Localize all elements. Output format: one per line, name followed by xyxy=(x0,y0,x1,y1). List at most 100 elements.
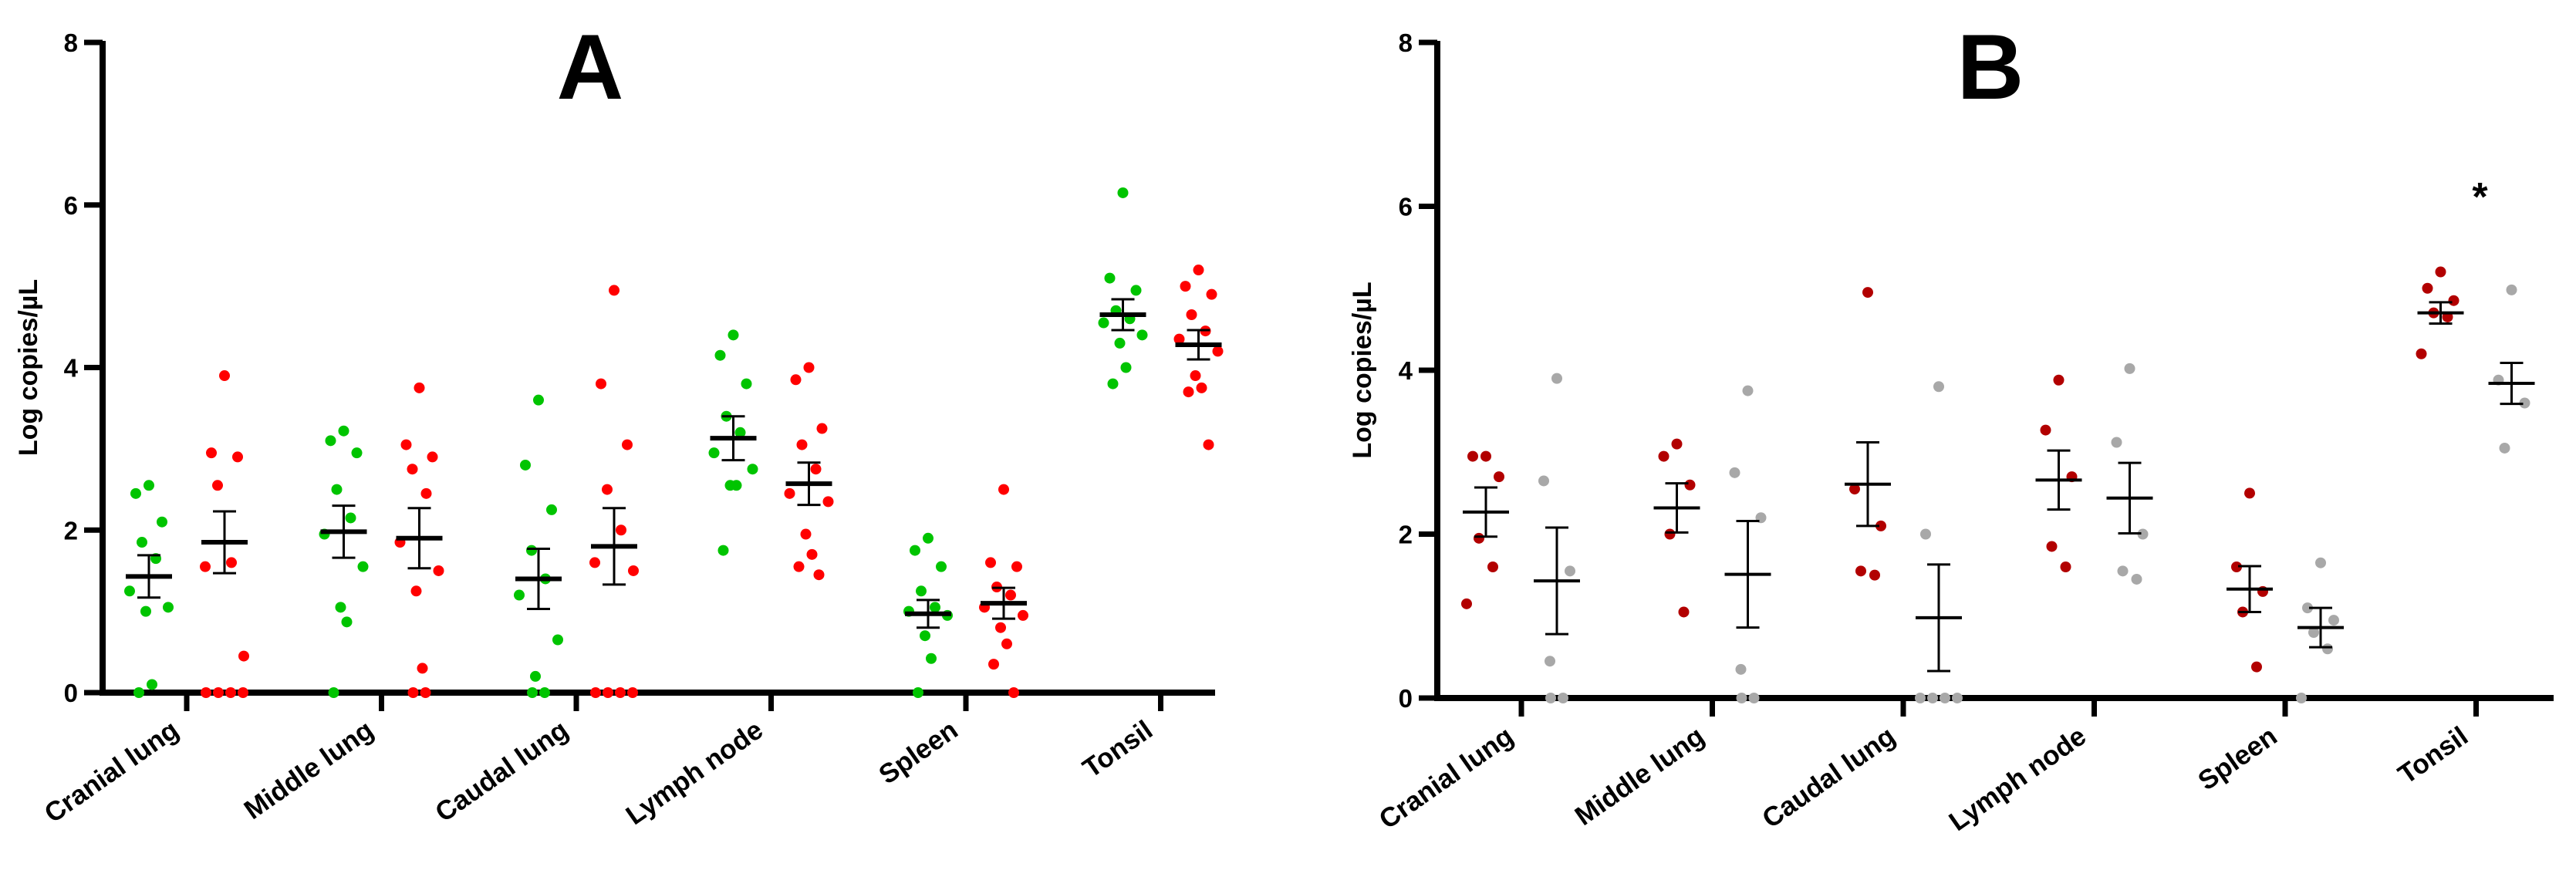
data-point xyxy=(530,670,541,682)
data-point xyxy=(1206,288,1217,300)
data-point xyxy=(130,487,141,499)
data-point xyxy=(1551,373,1562,384)
data-point xyxy=(1114,337,1126,349)
y-tick-label: 8 xyxy=(1399,29,1413,57)
data-point xyxy=(714,349,726,361)
data-point xyxy=(1011,561,1022,572)
data-point xyxy=(1008,687,1019,698)
data-point xyxy=(1862,287,1873,298)
data-point xyxy=(615,687,626,698)
series-2 xyxy=(200,265,1224,698)
data-point xyxy=(747,464,758,475)
data-point xyxy=(916,585,927,597)
data-point xyxy=(810,464,822,475)
data-point xyxy=(232,451,243,463)
x-tick-label: Lymph node xyxy=(620,715,768,831)
data-point xyxy=(1849,484,1860,495)
x-tick-label: Caudal lung xyxy=(430,715,573,828)
y-tick-label: 4 xyxy=(64,354,79,383)
data-point xyxy=(1203,439,1214,450)
y-tick-label: 0 xyxy=(64,679,78,707)
data-point xyxy=(1098,317,1109,329)
data-point xyxy=(920,630,930,642)
data-point xyxy=(427,451,438,463)
data-point xyxy=(143,480,154,491)
data-point xyxy=(1480,450,1491,462)
data-point xyxy=(998,484,1009,495)
data-point xyxy=(552,634,563,646)
data-point xyxy=(407,687,419,698)
data-point xyxy=(913,687,923,698)
data-point xyxy=(1018,609,1028,621)
data-point xyxy=(1952,693,1963,703)
data-point xyxy=(589,557,600,568)
data-point xyxy=(2315,557,2326,568)
data-point xyxy=(1735,663,1747,675)
data-point xyxy=(910,545,920,556)
x-tick-label: Caudal lung xyxy=(1757,721,1900,835)
data-point xyxy=(813,569,825,581)
data-point xyxy=(238,650,249,662)
data-point xyxy=(1742,385,1754,396)
data-point xyxy=(616,524,626,536)
data-point xyxy=(1193,265,1204,276)
data-point xyxy=(2060,562,2071,572)
data-point xyxy=(2137,528,2149,540)
data-point xyxy=(357,561,369,572)
data-point xyxy=(806,548,818,560)
data-point xyxy=(2435,266,2446,278)
y-tick-label: 2 xyxy=(64,516,78,545)
data-point xyxy=(1173,333,1185,345)
data-point xyxy=(400,439,412,450)
data-point xyxy=(1117,187,1129,198)
data-point xyxy=(784,487,795,499)
data-point xyxy=(627,687,638,698)
x-tick-label: Spleen xyxy=(2193,721,2282,797)
data-point xyxy=(717,545,729,556)
data-point xyxy=(410,585,422,597)
x-tick-label: Middle lung xyxy=(1569,721,1710,831)
data-point xyxy=(2131,573,2142,585)
data-point xyxy=(2046,541,2058,552)
data-point xyxy=(325,435,336,447)
data-point xyxy=(590,687,601,698)
x-tick-label: Lymph node xyxy=(1943,721,2092,838)
data-point xyxy=(2040,424,2051,436)
x-tick-label: Tonsil xyxy=(2392,721,2473,791)
data-point xyxy=(1869,569,1880,581)
data-point xyxy=(546,504,557,515)
data-point xyxy=(1940,693,1950,703)
y-axis-label: Log copies/µL xyxy=(14,279,43,456)
data-point xyxy=(124,585,135,597)
y-tick-label: 6 xyxy=(1399,193,1413,221)
data-point xyxy=(225,687,236,698)
data-point xyxy=(520,459,531,470)
y-axis-label: Log copies/µL xyxy=(1348,282,1377,458)
significance-marker: * xyxy=(2472,175,2488,220)
data-point xyxy=(803,362,815,373)
data-point xyxy=(1186,309,1197,321)
data-point xyxy=(2328,615,2339,626)
series-1 xyxy=(1461,266,2464,673)
data-point xyxy=(1538,475,1549,487)
data-point xyxy=(1671,438,1683,450)
data-point xyxy=(1474,532,1484,544)
data-point xyxy=(526,545,537,556)
y-tick-label: 2 xyxy=(1399,521,1413,549)
data-point xyxy=(609,285,620,296)
data-point xyxy=(328,687,339,698)
data-point xyxy=(1005,589,1016,601)
x-tick-label: Cranial lung xyxy=(39,715,184,829)
data-point xyxy=(926,653,937,664)
panel-label: B xyxy=(1957,15,2024,119)
data-point xyxy=(1467,450,1478,462)
data-point xyxy=(1494,471,1504,483)
data-point xyxy=(2053,374,2065,386)
data-point xyxy=(622,439,633,450)
data-point xyxy=(602,484,613,495)
data-point xyxy=(731,480,742,491)
data-point xyxy=(1875,520,1886,531)
data-point xyxy=(796,439,808,450)
data-point xyxy=(2519,397,2530,409)
data-point xyxy=(226,557,237,568)
